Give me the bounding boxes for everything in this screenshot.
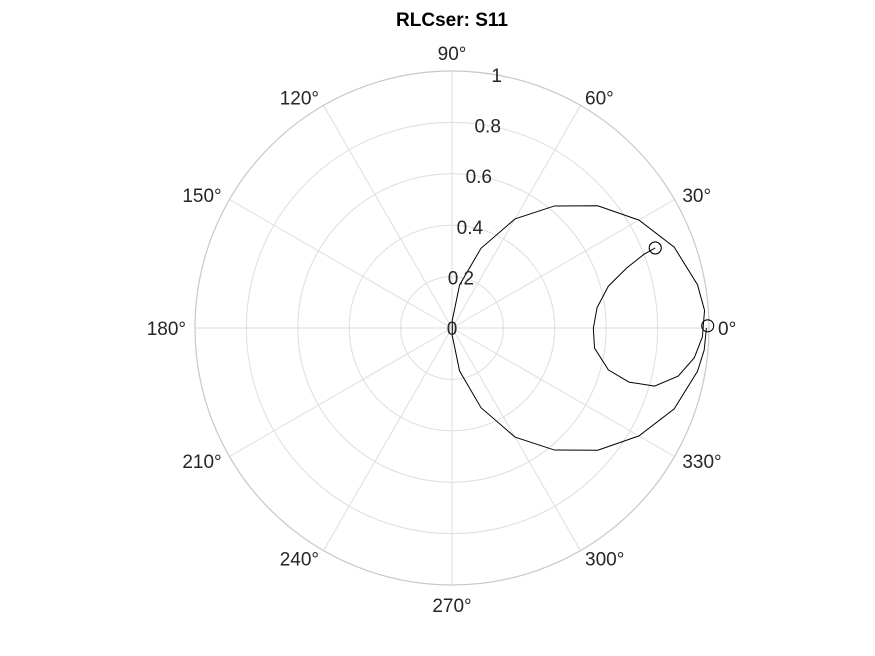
r-tick-label: 0.8 (474, 117, 500, 138)
ring-0_6 (297, 173, 607, 483)
ring-0_4 (348, 224, 556, 432)
theta-tick-label-300: 300° (585, 549, 624, 570)
theta-tick-label-180: 180° (147, 319, 186, 340)
theta-tick-label-270: 270° (432, 596, 471, 617)
marker-circle-1 (648, 241, 662, 255)
theta-tick-label-210: 210° (182, 452, 221, 473)
series-line-0 (451, 205, 707, 451)
theta-tick-label-0: 0° (718, 319, 736, 340)
spoke-210 (229, 327, 453, 457)
theta-tick-label-240: 240° (280, 549, 319, 570)
chart-title: RLCser: S11 (396, 10, 508, 31)
r-tick-label: 0.2 (448, 268, 474, 289)
spoke-120 (323, 105, 453, 329)
spoke-150 (229, 199, 453, 329)
spoke-330 (451, 327, 675, 457)
theta-tick-label-90: 90° (438, 44, 467, 65)
spoke-240 (323, 327, 453, 551)
spoke-300 (451, 327, 581, 551)
spoke-30 (451, 199, 675, 329)
r-tick-label: 0.4 (457, 218, 484, 239)
theta-tick-label-60: 60° (585, 89, 614, 110)
ring-0_2 (400, 276, 504, 380)
polar-grid (194, 70, 710, 586)
theta-tick-label-120: 120° (280, 89, 319, 110)
theta-tick-label-330: 330° (682, 452, 721, 473)
marker-circle-0 (701, 319, 715, 333)
axis-labels: 0 0.2 0.4 0.6 0.8 1 0° 30° 60° 90° 120° 150° 180° 210… (147, 44, 736, 617)
theta-tick-label-150: 150° (182, 186, 221, 207)
r-tick-label: 0 (447, 319, 458, 340)
r-tick-label: 0.6 (466, 167, 492, 188)
spoke-60 (451, 105, 581, 329)
r-tick-label: 1 (491, 66, 502, 87)
ring-0_8 (245, 121, 659, 535)
s11-trace (451, 205, 715, 451)
theta-tick-label-30: 30° (682, 186, 711, 207)
ring-1 (194, 70, 710, 586)
